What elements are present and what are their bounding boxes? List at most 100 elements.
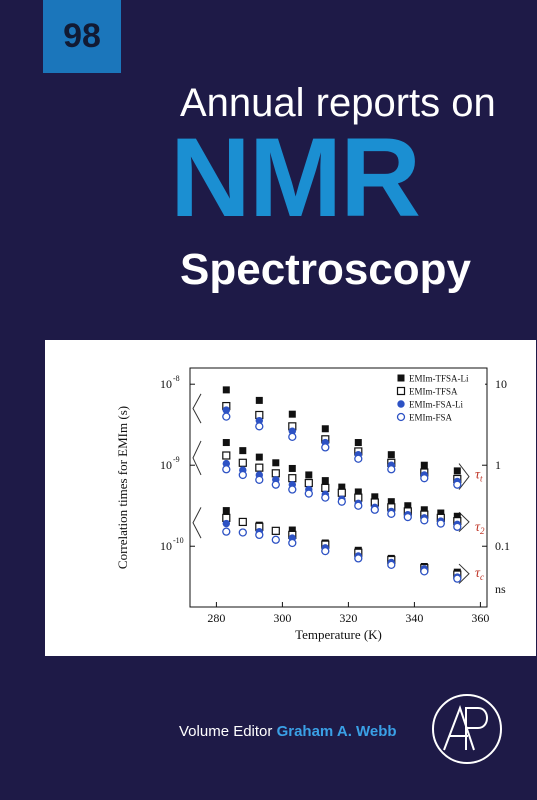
y-tick-exponent: -10 xyxy=(173,536,184,545)
legend-label: EMIm-TFSA xyxy=(409,387,458,397)
right-y-tick-label: 0.1 xyxy=(495,539,510,553)
data-point xyxy=(305,471,313,479)
volume-editor-label: Volume Editor xyxy=(179,723,273,740)
title-line-2: NMR xyxy=(170,115,421,240)
data-point xyxy=(387,498,395,506)
y-tick-label: 10 xyxy=(160,458,172,472)
x-tick-label: 340 xyxy=(405,611,423,625)
data-point xyxy=(288,474,297,483)
data-point xyxy=(271,469,280,478)
data-point xyxy=(288,526,296,534)
data-point xyxy=(271,526,280,535)
left-group-brace xyxy=(192,393,202,424)
data-point xyxy=(354,454,363,463)
data-point xyxy=(453,467,461,475)
title-line-3: Spectroscopy xyxy=(180,245,471,294)
legend-marker xyxy=(396,386,406,396)
data-point xyxy=(288,427,296,435)
right-axis-unit: ns xyxy=(495,582,506,596)
tau-subscript: t xyxy=(480,473,483,483)
data-point xyxy=(387,465,396,474)
x-tick-label: 280 xyxy=(207,611,225,625)
data-point xyxy=(288,485,297,494)
title-line-1: Annual reports on xyxy=(180,81,496,125)
left-group-brace xyxy=(192,507,202,539)
data-point xyxy=(337,497,346,506)
x-tick-label: 320 xyxy=(339,611,357,625)
legend-marker xyxy=(396,412,406,422)
data-point xyxy=(239,447,247,455)
data-point xyxy=(272,459,280,467)
data-point xyxy=(238,458,247,467)
data-point xyxy=(255,475,264,484)
data-point xyxy=(222,386,230,394)
tau-subscript: 2 xyxy=(480,526,485,536)
data-point xyxy=(404,502,412,510)
y-tick-label: 10 xyxy=(160,539,172,553)
right-group-brace xyxy=(458,563,470,584)
data-point xyxy=(321,483,330,493)
data-point xyxy=(222,519,230,528)
data-point xyxy=(371,493,379,501)
tau-symbol: τ xyxy=(475,467,481,482)
data-point xyxy=(222,465,231,474)
legend-label: EMIm-TFSA-Li xyxy=(409,374,469,384)
data-point xyxy=(255,453,263,461)
legend-label: EMIm-FSA xyxy=(409,413,453,423)
data-point xyxy=(321,546,330,556)
data-point xyxy=(387,451,395,459)
right-y-tick-label: 10 xyxy=(495,377,507,391)
right-group-brace xyxy=(458,511,470,533)
data-point xyxy=(304,478,313,488)
data-point xyxy=(403,512,412,522)
data-point xyxy=(436,519,445,528)
data-point xyxy=(222,507,230,515)
legend-label: EMIm-FSA-Li xyxy=(409,400,463,410)
data-point xyxy=(255,422,264,431)
data-point xyxy=(271,480,280,489)
data-point xyxy=(420,516,429,525)
y-tick-exponent: -9 xyxy=(173,455,180,464)
volume-editor-name: Graham A. Webb xyxy=(276,723,397,740)
tau-subscript: c xyxy=(480,572,484,582)
volume-badge: 98 xyxy=(43,0,121,73)
data-point xyxy=(338,483,346,491)
data-point xyxy=(437,509,445,517)
volume-number: 98 xyxy=(63,17,101,55)
data-point xyxy=(222,412,231,421)
y-axis-label: Correlation times for EMIm (s) xyxy=(115,406,130,569)
data-point xyxy=(321,443,330,452)
data-point xyxy=(354,488,362,496)
plot-frame xyxy=(189,367,488,608)
tau-symbol: τ xyxy=(475,520,481,535)
data-point xyxy=(354,554,363,563)
data-point xyxy=(222,406,230,414)
data-point xyxy=(238,528,247,537)
legend-marker xyxy=(397,400,405,408)
data-point xyxy=(222,527,231,536)
x-tick-label: 360 xyxy=(471,611,489,625)
left-group-brace xyxy=(192,440,202,476)
data-point xyxy=(354,439,362,447)
data-point xyxy=(255,530,264,540)
data-point xyxy=(271,535,280,544)
data-point xyxy=(354,501,363,510)
data-point xyxy=(453,512,461,520)
data-point xyxy=(420,461,428,469)
cover-figure: 280 300 320 340 360 10 -8 10 -9 10 -10 10 1 0.1 ns Temp… xyxy=(45,340,536,656)
data-point xyxy=(420,567,429,576)
data-point xyxy=(304,489,313,498)
x-axis-label: Temperature (K) xyxy=(295,627,382,642)
data-point xyxy=(321,493,330,502)
data-point xyxy=(288,464,296,472)
legend-box xyxy=(393,370,485,428)
volume-editor-line: Volume Editor Graham A. Webb xyxy=(179,722,397,742)
data-point xyxy=(321,477,329,485)
data-point xyxy=(288,432,297,442)
data-point xyxy=(222,459,230,468)
legend-marker xyxy=(397,374,405,382)
ap-logo-icon xyxy=(432,694,502,764)
data-point xyxy=(255,416,263,425)
